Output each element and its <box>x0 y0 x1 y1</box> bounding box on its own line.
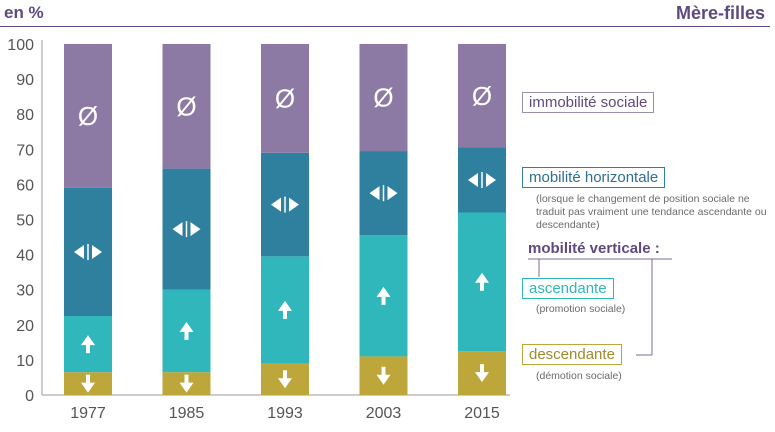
y-tick-label: 30 <box>16 283 34 300</box>
y-tick-label: 10 <box>16 353 34 370</box>
y-tick-label: 80 <box>16 107 34 124</box>
empty-set-icon: Ø <box>176 91 196 121</box>
legend-horizontale: mobilité horizontale <box>522 167 666 188</box>
unit-label: en % <box>4 3 44 22</box>
y-tick-label: 40 <box>16 248 34 265</box>
double-arrow-icon <box>271 197 299 212</box>
y-tick-label: 90 <box>16 72 34 89</box>
legend-horizontale-note: (lorsque le changement de position socia… <box>536 193 767 231</box>
down-arrow-icon <box>179 374 194 393</box>
legend-ascendante: ascendante <box>522 278 614 299</box>
empty-set-icon: Ø <box>275 83 295 113</box>
bar-segment-empty-set <box>162 44 211 169</box>
down-arrow-icon <box>278 370 292 389</box>
empty-set-icon: Ø <box>472 81 492 111</box>
x-tick-label: 1993 <box>267 405 303 422</box>
double-arrow-icon <box>74 244 102 259</box>
empty-set-icon: Ø <box>373 83 393 113</box>
down-arrow-icon <box>81 374 95 393</box>
empty-set-icon: Ø <box>78 101 98 131</box>
double-arrow-icon <box>468 173 496 188</box>
y-tick-label: 0 <box>25 388 34 405</box>
header-rule <box>0 26 770 27</box>
y-tick-label: 50 <box>16 213 34 230</box>
down-arrow-icon <box>475 364 489 383</box>
y-tick-label: 70 <box>16 142 34 159</box>
legend-descendante: descendante <box>522 344 622 365</box>
x-tick-label: 1985 <box>169 405 205 422</box>
legend-ascendante-label: ascendante <box>529 280 607 297</box>
x-tick-label: 1977 <box>70 405 106 422</box>
x-tick-label: 2015 <box>464 405 500 422</box>
double-arrow-icon <box>172 222 201 237</box>
legend-immobilite: immobilité sociale <box>522 92 655 113</box>
y-tick-label: 60 <box>16 177 34 194</box>
y-tick-label: 20 <box>16 318 34 335</box>
bar-segment-empty-set <box>64 44 112 188</box>
up-arrow-icon <box>81 335 95 354</box>
legend-verticale-title: mobilité verticale : <box>528 240 660 257</box>
legend-immobilite-label: immobilité sociale <box>529 94 648 111</box>
up-arrow-icon <box>179 321 194 340</box>
double-arrow-icon <box>369 186 398 201</box>
bar-segment-empty-set <box>261 44 309 153</box>
up-arrow-icon <box>278 300 292 319</box>
legend-descendante-note: (démotion sociale) <box>536 370 622 382</box>
y-tick-label: 100 <box>7 37 34 54</box>
bar-segment-empty-set <box>458 44 506 148</box>
bar-segment-empty-set <box>359 44 408 152</box>
up-arrow-icon <box>376 286 391 305</box>
legend-descendante-label: descendante <box>529 346 615 363</box>
down-arrow-icon <box>376 366 391 385</box>
up-arrow-icon <box>475 272 489 291</box>
legend-ascendante-note: (promotion sociale) <box>536 303 626 315</box>
chart-title: Mère-filles <box>675 3 765 23</box>
legend-horizontale-label: mobilité horizontale <box>529 169 659 186</box>
x-tick-label: 2003 <box>366 405 402 422</box>
